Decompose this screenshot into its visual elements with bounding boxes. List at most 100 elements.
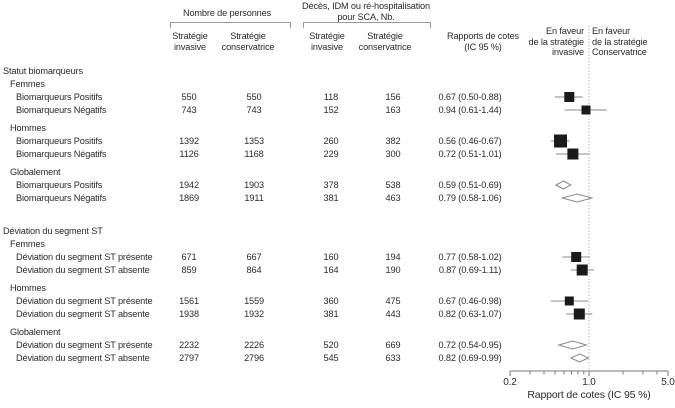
column-header-events-invasive: Stratégie invasive: [287, 31, 367, 52]
cell-events-invasive: 160: [323, 252, 339, 262]
column-header-n-conservative: Stratégie conservatrice: [208, 31, 288, 52]
cell-odds-ratio-text: 0.87 (0.69-1.11): [438, 265, 502, 275]
row-label: Déviation du segment ST absente: [16, 309, 150, 319]
cell-odds-ratio-text: 0.59 (0.51-0.69): [438, 180, 502, 190]
group-title: Hommes: [10, 123, 46, 133]
or-diamond-marker: [554, 180, 572, 190]
favor-label-line: Conservatrice: [592, 47, 647, 57]
column-header-line: Stratégie: [309, 31, 345, 41]
section-title: Déviation du segment ST: [3, 226, 103, 236]
cell-events-invasive: 229: [323, 149, 339, 159]
cell-n-conservative: 550: [246, 92, 262, 102]
cell-events-invasive: 545: [323, 353, 339, 363]
row-label: Déviation du segment ST présente: [16, 340, 153, 350]
cell-odds-ratio-text: 0.56 (0.46-0.67): [438, 136, 502, 146]
or-square-marker: [573, 308, 585, 320]
cell-odds-ratio-text: 0.67 (0.50-0.88): [438, 92, 502, 102]
cell-events-invasive: 152: [323, 105, 339, 115]
cell-events-conservative: 163: [385, 105, 401, 115]
cell-n-conservative: 2226: [244, 340, 264, 350]
cell-n-conservative: 1353: [244, 136, 264, 146]
cell-events-conservative: 194: [385, 252, 401, 262]
or-square-marker: [564, 296, 574, 306]
column-header-line: Stratégie: [230, 31, 266, 41]
cell-n-conservative: 667: [246, 252, 262, 262]
or-diamond-marker: [557, 340, 589, 350]
cell-n-invasive: 1561: [179, 296, 199, 306]
cell-n-invasive: 2232: [179, 340, 199, 350]
section-title: Statut biomarqueurs: [3, 66, 83, 76]
group-title: Globalement: [10, 327, 61, 337]
cell-events-conservative: 443: [385, 309, 401, 319]
favor-conservative-label: En faveur de la stratégie Conservatrice: [592, 26, 675, 58]
group-title: Femmes: [10, 239, 45, 249]
cell-n-invasive: 1869: [179, 193, 199, 203]
row-label: Déviation du segment ST présente: [16, 296, 153, 306]
cell-events-invasive: 520: [323, 340, 339, 350]
column-header-line: invasive: [174, 41, 206, 52]
cell-events-conservative: 382: [385, 136, 401, 146]
column-header-line: Stratégie: [367, 31, 403, 41]
bracket-events: [303, 22, 431, 28]
cell-n-conservative: 1903: [244, 180, 264, 190]
row-label: Biomarqueurs Positifs: [16, 136, 103, 146]
favor-label-line: invasive: [552, 47, 584, 57]
tick-label: 0.2: [503, 377, 517, 388]
column-header-events-conservative: Stratégie conservatrice: [345, 31, 425, 52]
cell-n-conservative: 2796: [244, 353, 264, 363]
column-header-line: Stratégie: [172, 31, 208, 41]
or-square-marker: [554, 134, 567, 148]
cell-events-conservative: 300: [385, 149, 401, 159]
column-header-n-invasive: Stratégie invasive: [150, 31, 230, 52]
cell-odds-ratio-text: 0.94 (0.61-1.44): [438, 105, 502, 115]
column-group-events-line1: Décès, IDM ou ré-hospitalisation: [302, 1, 430, 11]
cell-n-conservative: 1932: [244, 309, 264, 319]
row-label: Biomarqueurs Positifs: [16, 180, 103, 190]
cell-odds-ratio-text: 0.82 (0.69-0.99): [438, 353, 502, 363]
cell-n-invasive: 859: [181, 265, 197, 275]
cell-n-invasive: 1392: [179, 136, 199, 146]
cell-events-invasive: 260: [323, 136, 339, 146]
row-label: Déviation du segment ST absente: [16, 353, 150, 363]
or-square-marker: [576, 264, 588, 276]
cell-n-invasive: 1938: [179, 309, 199, 319]
group-title: Femmes: [10, 79, 45, 89]
cell-events-conservative: 190: [385, 265, 401, 275]
or-square-marker: [571, 252, 582, 262]
tick-label: 1.0: [582, 377, 596, 388]
cell-odds-ratio-text: 0.79 (0.58-1.06): [438, 193, 502, 203]
cell-odds-ratio-text: 0.67 (0.46-0.98): [438, 296, 502, 306]
row-label: Biomarqueurs Positifs: [16, 92, 103, 102]
cell-n-invasive: 550: [181, 92, 197, 102]
column-header-line: conservatrice: [358, 41, 412, 52]
or-square-marker: [564, 92, 575, 102]
column-header-line: conservatrice: [221, 41, 275, 52]
cell-events-invasive: 164: [323, 265, 339, 275]
column-header-line: Rapports de cotes: [446, 31, 519, 41]
cell-events-invasive: 378: [323, 180, 339, 190]
cell-events-invasive: 381: [323, 309, 339, 319]
cell-events-conservative: 538: [385, 180, 401, 190]
cell-events-conservative: 156: [385, 92, 401, 102]
cell-n-invasive: 2797: [179, 353, 199, 363]
cell-odds-ratio-text: 0.72 (0.54-0.95): [438, 340, 502, 350]
cell-events-conservative: 669: [385, 340, 401, 350]
favor-label-line: de la stratégie: [528, 36, 585, 47]
cell-events-conservative: 463: [385, 193, 401, 203]
cell-odds-ratio-text: 0.77 (0.58-1.02): [438, 252, 502, 262]
cell-n-invasive: 743: [181, 105, 197, 115]
favor-label-line: En faveur: [546, 26, 584, 36]
group-title: Hommes: [10, 283, 46, 293]
favor-invasive-label: En faveur de la stratégie invasive: [491, 26, 585, 58]
cell-n-invasive: 1126: [179, 149, 199, 159]
cell-events-conservative: 633: [385, 353, 401, 363]
cell-n-conservative: 743: [246, 105, 262, 115]
row-label: Biomarqueurs Négatifs: [16, 105, 107, 115]
column-header-line: invasive: [311, 41, 343, 52]
favor-label-line: En faveur: [592, 26, 630, 36]
cell-events-invasive: 118: [323, 92, 339, 102]
column-header-odds-ratio: Rapports de cotes (IC 95 %): [428, 31, 538, 52]
cell-n-invasive: 671: [181, 252, 197, 262]
